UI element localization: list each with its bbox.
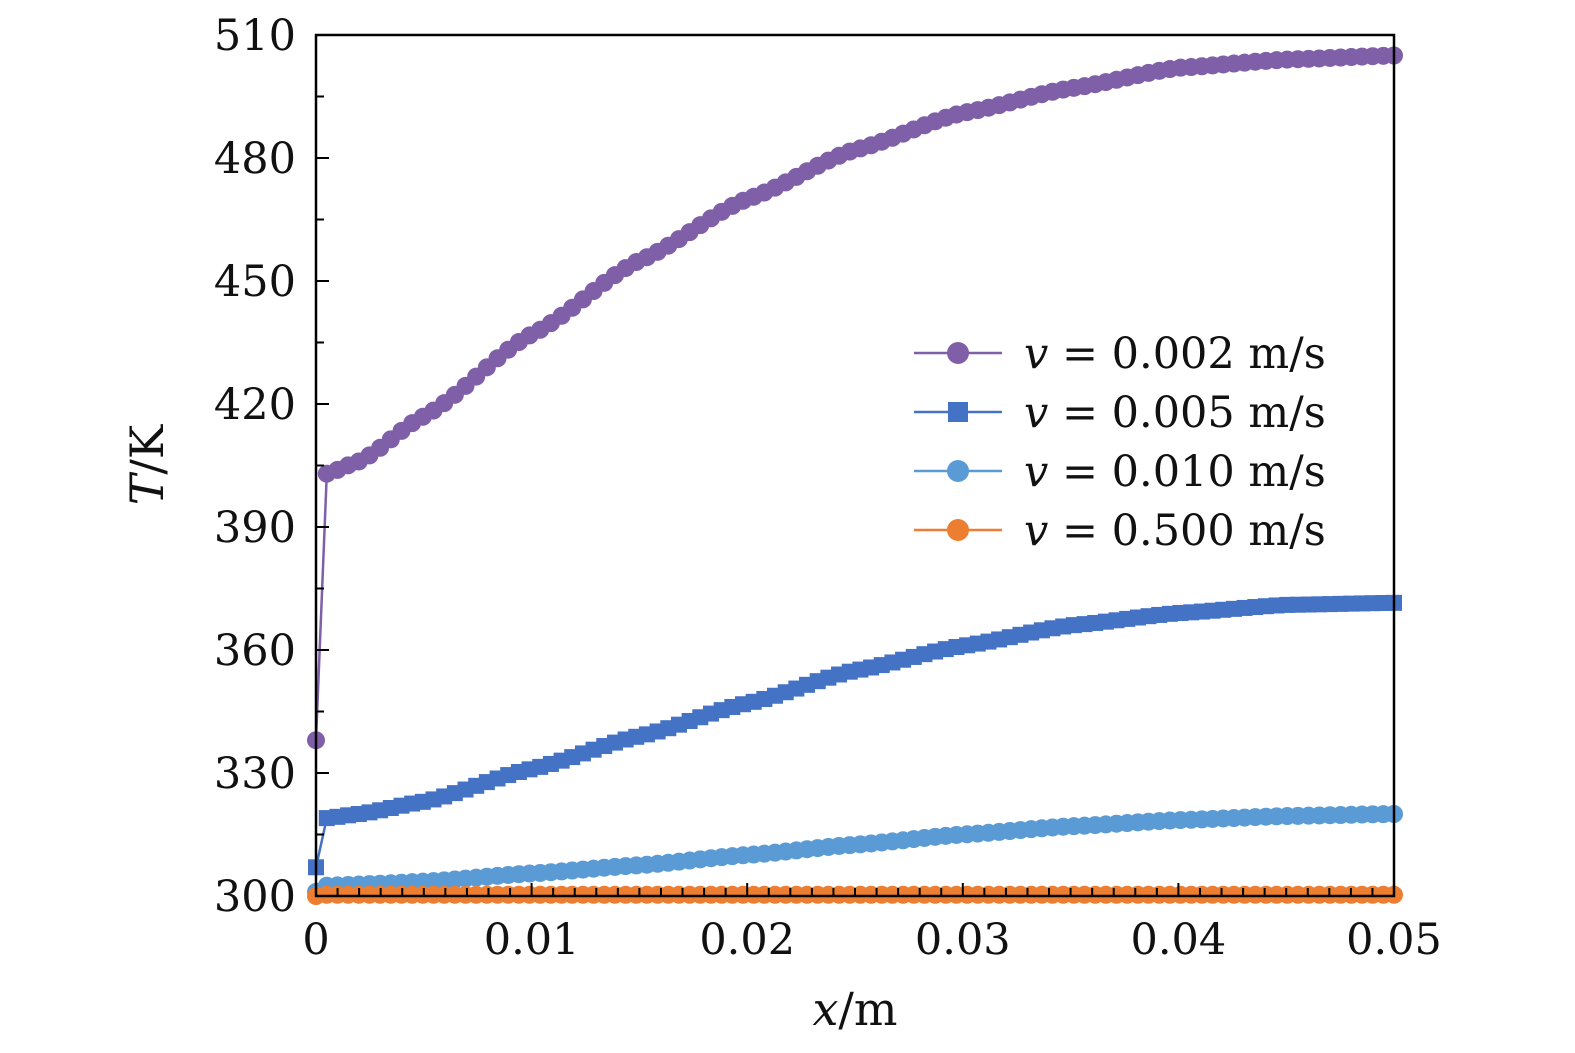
legend-entry: v = 0.010 m/s	[914, 447, 1326, 497]
legend-label: v = 0.002 m/s	[1024, 329, 1326, 379]
y-tick-label: 480	[214, 134, 296, 184]
x-tick-label: 0	[302, 915, 329, 965]
series-2	[308, 594, 1402, 876]
legend-marker	[947, 460, 969, 482]
x-tick-label: 0.03	[915, 915, 1011, 965]
legend-label: v = 0.500 m/s	[1024, 506, 1326, 556]
legend-entry: v = 0.500 m/s	[914, 506, 1326, 556]
legend-entry: v = 0.005 m/s	[914, 388, 1326, 438]
series-3	[307, 805, 1403, 901]
y-axis-title: T/K	[120, 423, 174, 505]
axes-layer: 300 330 360 390 420 450 480 510 0 0.01 0.02 0.03 0.0…	[214, 11, 1442, 965]
x-axis-title: x/m	[812, 982, 897, 1036]
y-tick-label: 450	[214, 257, 296, 307]
series-line	[314, 601, 1395, 868]
legend-label: v = 0.005 m/s	[1024, 388, 1326, 438]
legend-label: v = 0.010 m/s	[1024, 447, 1326, 497]
x-tick-label: 0.04	[1131, 915, 1227, 965]
x-tick-label: 0.01	[484, 915, 580, 965]
legend-marker	[947, 519, 969, 541]
legend: v = 0.002 m/s v = 0.005 m/s v = 0.010 m/s v…	[914, 329, 1326, 556]
legend-marker	[947, 342, 969, 364]
y-tick-label: 330	[214, 749, 296, 799]
y-tick-label: 360	[214, 626, 296, 676]
x-tick-label: 0.05	[1346, 915, 1442, 965]
legend-entry: v = 0.002 m/s	[914, 329, 1326, 379]
legend-marker	[948, 402, 968, 422]
y-tick-label: 390	[214, 503, 296, 553]
x-tick-label: 0.02	[699, 915, 795, 965]
series-1	[307, 46, 1403, 750]
y-tick-label: 300	[214, 872, 296, 922]
y-tick-label: 420	[214, 380, 296, 430]
series-layer	[307, 46, 1403, 905]
y-tick-label: 510	[214, 11, 296, 61]
